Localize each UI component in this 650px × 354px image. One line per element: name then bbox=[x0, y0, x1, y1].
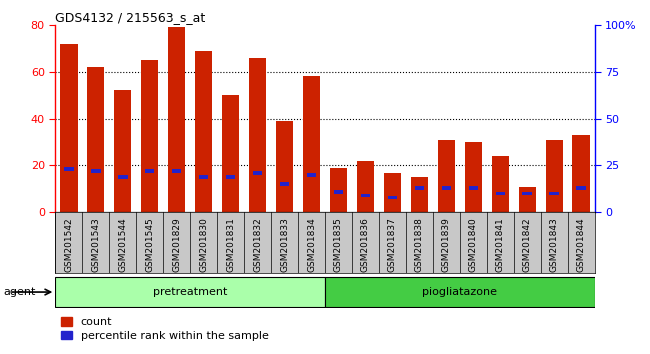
Bar bbox=[87, 67, 105, 212]
Bar bbox=[91, 169, 101, 173]
Bar bbox=[168, 27, 185, 212]
Bar bbox=[249, 58, 266, 212]
Bar bbox=[361, 194, 370, 197]
Bar bbox=[577, 186, 586, 190]
Bar bbox=[437, 140, 455, 212]
Bar bbox=[172, 169, 181, 173]
Text: GSM201835: GSM201835 bbox=[334, 217, 343, 272]
Text: GSM201831: GSM201831 bbox=[226, 217, 235, 272]
Text: piogliatazone: piogliatazone bbox=[422, 287, 497, 297]
Bar bbox=[523, 192, 532, 195]
Bar bbox=[357, 161, 374, 212]
Legend: count, percentile rank within the sample: count, percentile rank within the sample bbox=[61, 317, 268, 341]
Bar bbox=[199, 175, 209, 178]
Bar bbox=[415, 186, 424, 190]
Bar bbox=[573, 135, 590, 212]
Bar bbox=[387, 196, 397, 199]
Bar bbox=[491, 156, 509, 212]
Bar bbox=[411, 177, 428, 212]
Text: GSM201838: GSM201838 bbox=[415, 217, 424, 272]
Bar bbox=[384, 172, 401, 212]
Text: GSM201545: GSM201545 bbox=[145, 217, 154, 272]
Bar bbox=[330, 168, 347, 212]
Text: GSM201833: GSM201833 bbox=[280, 217, 289, 272]
Text: GSM201543: GSM201543 bbox=[91, 217, 100, 272]
Bar bbox=[495, 192, 505, 195]
Text: GSM201544: GSM201544 bbox=[118, 217, 127, 272]
Bar bbox=[307, 173, 317, 177]
Bar bbox=[545, 140, 563, 212]
Text: GSM201843: GSM201843 bbox=[550, 217, 559, 272]
Bar bbox=[118, 175, 127, 178]
Text: GSM201832: GSM201832 bbox=[253, 217, 262, 272]
Text: GSM201834: GSM201834 bbox=[307, 217, 316, 272]
Text: GSM201829: GSM201829 bbox=[172, 217, 181, 272]
Text: GSM201841: GSM201841 bbox=[496, 217, 505, 272]
Text: agent: agent bbox=[3, 287, 36, 297]
Bar bbox=[549, 192, 559, 195]
Bar bbox=[226, 175, 235, 178]
Bar bbox=[333, 190, 343, 194]
Text: pretreatment: pretreatment bbox=[153, 287, 228, 297]
Bar bbox=[195, 51, 213, 212]
Text: GSM201837: GSM201837 bbox=[388, 217, 397, 272]
Bar bbox=[465, 142, 482, 212]
Bar bbox=[276, 121, 293, 212]
Text: GSM201842: GSM201842 bbox=[523, 217, 532, 272]
Bar bbox=[303, 76, 320, 212]
Bar bbox=[145, 169, 155, 173]
Text: GDS4132 / 215563_s_at: GDS4132 / 215563_s_at bbox=[55, 11, 205, 24]
Text: GSM201542: GSM201542 bbox=[64, 217, 73, 272]
Bar bbox=[280, 183, 289, 186]
Text: GSM201844: GSM201844 bbox=[577, 217, 586, 272]
Bar bbox=[64, 167, 73, 171]
Bar bbox=[469, 186, 478, 190]
Text: GSM201840: GSM201840 bbox=[469, 217, 478, 272]
Text: GSM201839: GSM201839 bbox=[442, 217, 451, 272]
Bar bbox=[60, 44, 77, 212]
Bar bbox=[55, 277, 325, 307]
Bar bbox=[141, 60, 159, 212]
Bar bbox=[441, 186, 451, 190]
Bar bbox=[253, 171, 263, 175]
Bar bbox=[325, 277, 595, 307]
Bar bbox=[222, 95, 239, 212]
Text: GSM201830: GSM201830 bbox=[199, 217, 208, 272]
Bar bbox=[114, 90, 131, 212]
Bar bbox=[519, 187, 536, 212]
Text: GSM201836: GSM201836 bbox=[361, 217, 370, 272]
